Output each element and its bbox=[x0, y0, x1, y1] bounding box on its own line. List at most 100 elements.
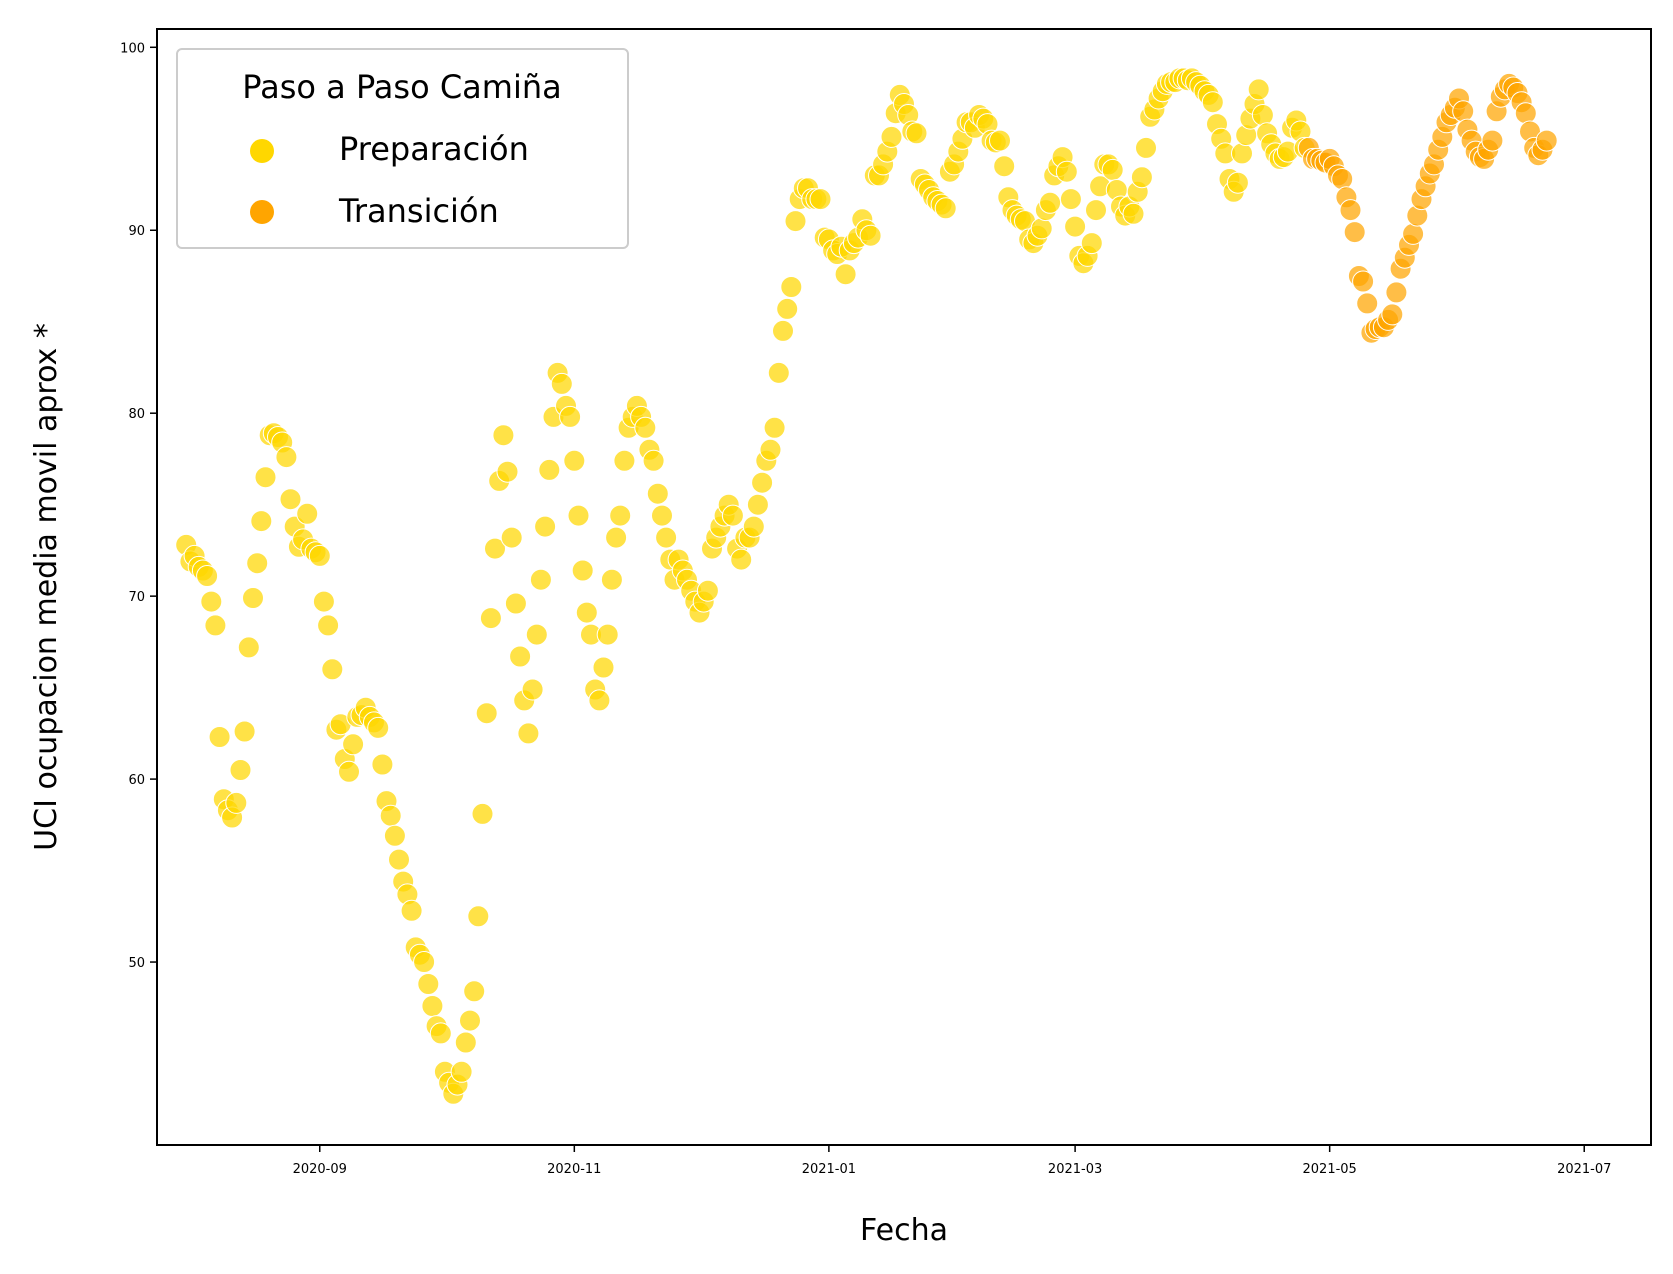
legend-label-preparacion: Preparación bbox=[339, 130, 529, 168]
legend-marker-transicion bbox=[250, 200, 274, 224]
data-point-preparacion bbox=[780, 276, 803, 298]
data-point-preparacion bbox=[417, 973, 440, 995]
y-tick-label: 100 bbox=[120, 41, 145, 56]
data-point-preparacion bbox=[492, 424, 515, 447]
data-point-preparacion bbox=[312, 590, 335, 613]
data-point-preparacion bbox=[759, 438, 782, 461]
x-tick-label: 2021-07 bbox=[1557, 1162, 1611, 1177]
data-point-preparacion bbox=[772, 319, 794, 342]
data-point-transicion bbox=[1535, 129, 1558, 152]
points-layer bbox=[175, 67, 1558, 1105]
data-point-preparacion bbox=[880, 125, 903, 148]
data-point-preparacion bbox=[509, 645, 532, 668]
data-point-preparacion bbox=[1055, 160, 1078, 183]
data-point-preparacion bbox=[1226, 171, 1249, 194]
data-point-preparacion bbox=[367, 716, 390, 739]
data-point-preparacion bbox=[1231, 142, 1253, 165]
data-point-preparacion bbox=[338, 760, 360, 783]
data-point-transicion bbox=[1452, 100, 1475, 123]
data-point-preparacion bbox=[809, 188, 832, 211]
data-point-preparacion bbox=[1080, 232, 1103, 255]
data-point-preparacion bbox=[1247, 78, 1270, 101]
data-point-preparacion bbox=[655, 526, 678, 549]
data-point-preparacion bbox=[859, 224, 882, 247]
data-point-preparacion bbox=[321, 658, 344, 681]
data-point-preparacion bbox=[342, 733, 365, 756]
data-point-preparacion bbox=[450, 1060, 473, 1083]
data-point-preparacion bbox=[421, 995, 444, 1017]
data-point-preparacion bbox=[475, 702, 498, 725]
data-point-preparacion bbox=[454, 1031, 477, 1054]
data-point-preparacion bbox=[383, 824, 406, 847]
data-point-preparacion bbox=[225, 791, 248, 814]
data-point-preparacion bbox=[1030, 217, 1053, 240]
data-point-preparacion bbox=[388, 848, 410, 871]
data-point-preparacion bbox=[600, 568, 623, 591]
data-point-preparacion bbox=[784, 210, 807, 233]
data-point-preparacion bbox=[246, 552, 269, 575]
data-point-preparacion bbox=[479, 607, 502, 630]
data-point-preparacion bbox=[567, 504, 590, 527]
data-point-preparacion bbox=[559, 405, 582, 428]
data-point-preparacion bbox=[500, 526, 523, 549]
y-tick-label: 50 bbox=[128, 956, 145, 971]
legend: Paso a Paso Camiña Preparación Transició… bbox=[176, 48, 629, 249]
y-axis: 50 60 70 80 90 100 bbox=[120, 41, 157, 971]
data-point-preparacion bbox=[989, 129, 1011, 152]
data-point-preparacion bbox=[575, 601, 598, 624]
data-point-preparacion bbox=[308, 544, 331, 567]
data-point-preparacion bbox=[592, 656, 615, 679]
data-point-preparacion bbox=[279, 488, 302, 511]
data-point-preparacion bbox=[521, 678, 544, 701]
data-point-preparacion bbox=[742, 515, 765, 538]
data-point-preparacion bbox=[208, 726, 231, 748]
data-point-transicion bbox=[1356, 292, 1379, 315]
data-point-transicion bbox=[1481, 129, 1504, 152]
data-point-transicion bbox=[1514, 102, 1537, 125]
legend-title: Paso a Paso Camiña bbox=[242, 68, 561, 106]
data-point-preparacion bbox=[763, 416, 786, 439]
data-point-preparacion bbox=[767, 361, 790, 384]
legend-box bbox=[176, 48, 629, 249]
data-point-preparacion bbox=[484, 537, 506, 560]
data-point-preparacion bbox=[1085, 199, 1107, 222]
x-axis-title: Fecha bbox=[860, 1213, 948, 1248]
data-point-preparacion bbox=[463, 980, 486, 1003]
data-point-preparacion bbox=[413, 951, 436, 973]
data-point-transicion bbox=[1402, 222, 1425, 245]
data-point-preparacion bbox=[459, 1009, 481, 1032]
data-point-preparacion bbox=[1201, 91, 1224, 114]
data-point-preparacion bbox=[400, 899, 423, 922]
data-point-transicion bbox=[1343, 221, 1366, 244]
data-point-preparacion bbox=[529, 568, 552, 591]
data-point-preparacion bbox=[696, 579, 719, 602]
data-point-preparacion bbox=[317, 614, 340, 637]
y-axis-title: UCI ocupacion media movil aprox * bbox=[29, 323, 64, 851]
data-point-preparacion bbox=[1130, 166, 1153, 189]
data-point-preparacion bbox=[1251, 104, 1274, 126]
data-point-preparacion bbox=[588, 689, 611, 712]
data-point-preparacion bbox=[596, 623, 619, 646]
y-tick-label: 80 bbox=[128, 407, 145, 422]
data-point-preparacion bbox=[1122, 202, 1145, 225]
data-point-preparacion bbox=[237, 636, 260, 659]
data-point-preparacion bbox=[550, 372, 573, 395]
data-point-preparacion bbox=[1135, 136, 1157, 159]
data-point-preparacion bbox=[429, 1022, 452, 1045]
data-point-preparacion bbox=[496, 460, 519, 483]
data-point-preparacion bbox=[467, 905, 490, 928]
data-point-preparacion bbox=[613, 449, 636, 472]
data-point-preparacion bbox=[250, 510, 273, 533]
data-point-transicion bbox=[1381, 303, 1404, 326]
x-tick-label: 2021-01 bbox=[802, 1162, 856, 1177]
data-point-preparacion bbox=[563, 449, 586, 472]
data-point-preparacion bbox=[1039, 191, 1062, 214]
data-point-preparacion bbox=[371, 753, 394, 776]
data-point-preparacion bbox=[233, 720, 256, 743]
data-point-preparacion bbox=[730, 548, 753, 571]
data-point-preparacion bbox=[504, 592, 527, 615]
x-axis: 2020-09 2020-11 2021-01 2021-03 2021-05 2021-… bbox=[293, 1145, 1611, 1177]
data-point-preparacion bbox=[993, 155, 1016, 178]
y-tick-label: 60 bbox=[128, 773, 145, 788]
